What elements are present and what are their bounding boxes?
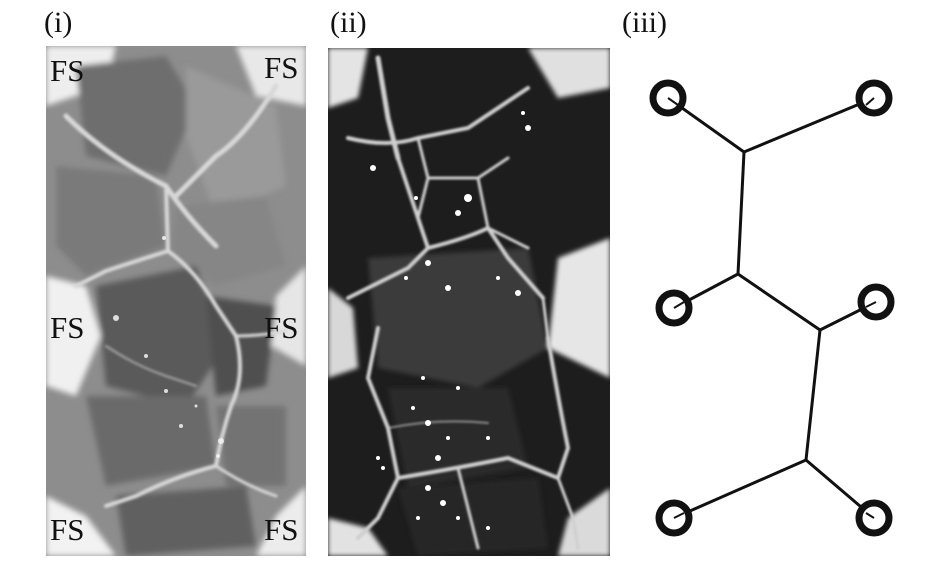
micrograph-panel-i — [46, 46, 306, 556]
edge-junction-2-to-junction-3 — [736, 272, 822, 332]
edge-top-right-to-junction-1 — [742, 96, 876, 154]
edge-junction-4-to-bottom-left — [672, 458, 808, 520]
node-top-right — [855, 79, 893, 117]
micrograph-i-image — [46, 46, 306, 556]
fs-label-mid-right: FS — [264, 310, 299, 345]
fs-label-mid-left: FS — [50, 310, 85, 345]
node-top-left — [649, 79, 687, 117]
schematic-diagram — [649, 79, 895, 537]
node-mid-right — [857, 283, 895, 321]
fs-label-bottom-right: FS — [264, 512, 299, 547]
edge-junction-3-to-junction-4 — [804, 328, 822, 462]
node-bottom-left — [655, 499, 693, 537]
terminal-nodes — [649, 79, 895, 537]
micrograph-panel-ii — [328, 48, 610, 556]
node-mid-left — [655, 289, 693, 327]
panel-label-i: (i) — [44, 6, 73, 39]
panel-label-iii: (iii) — [622, 6, 667, 39]
schematic-panel-iii — [640, 60, 910, 550]
edge-junction-1-to-junction-2 — [736, 150, 746, 276]
panel-label-ii: (ii) — [330, 6, 367, 39]
micrograph-ii-image — [328, 48, 610, 556]
fs-label-bottom-left: FS — [50, 512, 85, 547]
node-bottom-right — [855, 499, 893, 537]
fs-label-top-left: FS — [50, 53, 85, 88]
fs-label-top-right: FS — [264, 50, 299, 85]
